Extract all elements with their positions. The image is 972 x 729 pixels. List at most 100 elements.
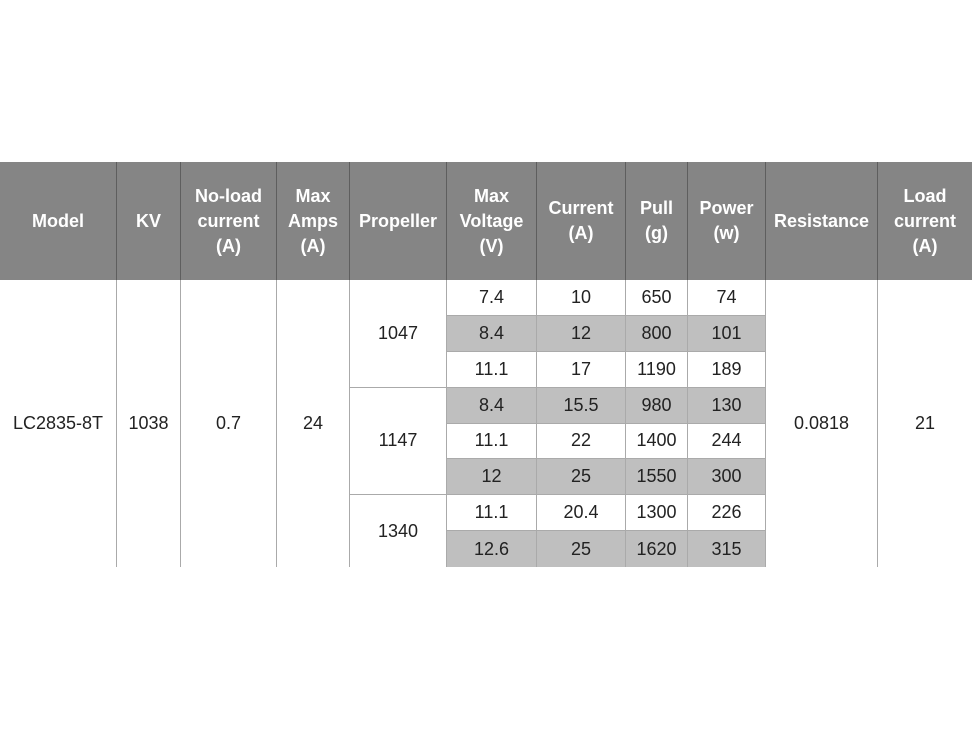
cell-text: 11.1 [474, 502, 509, 523]
cell-text: 800 [641, 322, 672, 343]
cell-text: 1620 [636, 538, 677, 559]
cell-text: Max [473, 185, 509, 206]
header-cell: Max Amps (A) [276, 162, 349, 280]
data-cell: 11.1 [446, 351, 536, 388]
data-cell: 74 [687, 280, 765, 316]
data-cell: 12 [446, 459, 536, 496]
cell-text: (A) [300, 235, 326, 256]
cell-text: 1038 [128, 413, 169, 433]
cell-text: 25 [570, 538, 592, 559]
header-cell: Pull (g) [625, 162, 687, 280]
data-cell: 15.5 [536, 387, 625, 424]
cell-text: (A) [568, 223, 594, 243]
cell-text: 24 [302, 413, 324, 433]
cell-text: 0.0818 [793, 413, 850, 433]
cell-text: Model [32, 210, 84, 231]
cell-text: 1340 [377, 520, 419, 541]
data-cell: 12 [536, 315, 625, 352]
data-cell: 10 [536, 280, 625, 316]
cell-text: (A) [216, 235, 241, 256]
cell-text: 22 [570, 430, 592, 451]
cell-text: Resistance [773, 210, 870, 231]
data-cell: 22 [536, 423, 625, 460]
data-cell: 1620 [625, 531, 687, 567]
cell-text: 1147 [378, 430, 418, 451]
cell-text: 15.5 [563, 394, 599, 415]
data-cell: 189 [687, 351, 765, 388]
cell-text: LC2835-8T [12, 413, 104, 433]
cell-text: 20.4 [563, 502, 599, 523]
cell-text: 300 [711, 466, 742, 487]
data-cell: 315 [687, 531, 765, 567]
cell-text: 244 [711, 430, 742, 451]
cell-text: 12 [570, 322, 592, 343]
data-cell: 130 [687, 387, 765, 424]
data-cell: 244 [687, 423, 765, 460]
cell-text: (A) [912, 235, 938, 256]
cell-text: 226 [711, 502, 742, 523]
data-cell: 20.4 [536, 495, 625, 532]
data-cell: 25 [536, 531, 625, 567]
data-cell: 300 [687, 459, 765, 496]
cell-text: 1400 [636, 430, 677, 451]
cell-text: 1550 [636, 466, 677, 487]
spanning-cell: 0.7 [180, 280, 276, 567]
cell-text: 0.7 [215, 413, 242, 433]
cell-text: 21 [914, 413, 936, 433]
header-cell: KV [116, 162, 180, 280]
data-cell: 800 [625, 315, 687, 352]
cell-text: Load [903, 185, 947, 206]
data-cell: 1550 [625, 459, 687, 496]
data-cell: 8.4 [446, 315, 536, 352]
cell-text: 7.4 [478, 286, 505, 307]
cell-text: 101 [711, 322, 742, 343]
spanning-cell: 24 [276, 280, 349, 567]
cell-text: 12.6 [473, 538, 510, 559]
cell-text: 189 [711, 358, 742, 379]
data-cell: 1400 [625, 423, 687, 460]
cell-text: 130 [711, 394, 742, 415]
cell-text: Voltage [459, 210, 524, 231]
cell-text: 11.1 [474, 430, 509, 451]
cell-text: No-load [195, 185, 262, 206]
cell-text: Amps [287, 210, 338, 231]
cell-text: 11.1 [474, 358, 509, 379]
data-cell: 12.6 [446, 531, 536, 567]
header-cell: Resistance [765, 162, 877, 280]
header-cell: Propeller [349, 162, 446, 280]
data-cell: 226 [687, 495, 765, 532]
cell-text: 12 [481, 466, 502, 487]
cell-text: Power [699, 198, 754, 218]
header-cell: Load current (A) [877, 162, 972, 280]
data-cell: 650 [625, 280, 687, 316]
propeller-cell: 1047 [349, 280, 446, 388]
data-cell: 25 [536, 459, 625, 496]
cell-text: current [197, 210, 260, 231]
cell-text: current [893, 210, 956, 231]
spanning-cell: 0.0818 [765, 280, 877, 567]
spanning-cell: 1038 [116, 280, 180, 567]
cell-text: 1047 [377, 322, 419, 343]
cell-text: 650 [641, 286, 672, 307]
data-cell: 17 [536, 351, 625, 388]
cell-text: (V) [479, 235, 504, 256]
cell-text: 1300 [636, 502, 677, 523]
cell-text: Max [295, 185, 331, 206]
header-cell: Power (w) [687, 162, 765, 280]
cell-text: 980 [641, 394, 672, 415]
header-cell: Current (A) [536, 162, 625, 280]
cell-text: 315 [711, 538, 742, 559]
cell-text: 1190 [637, 358, 676, 379]
header-cell: Max Voltage (V) [446, 162, 536, 280]
data-cell: 8.4 [446, 387, 536, 424]
cell-text: (g) [645, 223, 668, 243]
cell-text: KV [135, 210, 161, 231]
propeller-cell: 1147 [349, 387, 446, 496]
data-cell: 7.4 [446, 280, 536, 316]
data-cell: 11.1 [446, 495, 536, 532]
data-cell: 1190 [625, 351, 687, 388]
header-cell: Model [0, 162, 116, 280]
cell-text: Current [548, 198, 614, 218]
cell-text: (w) [713, 223, 740, 243]
